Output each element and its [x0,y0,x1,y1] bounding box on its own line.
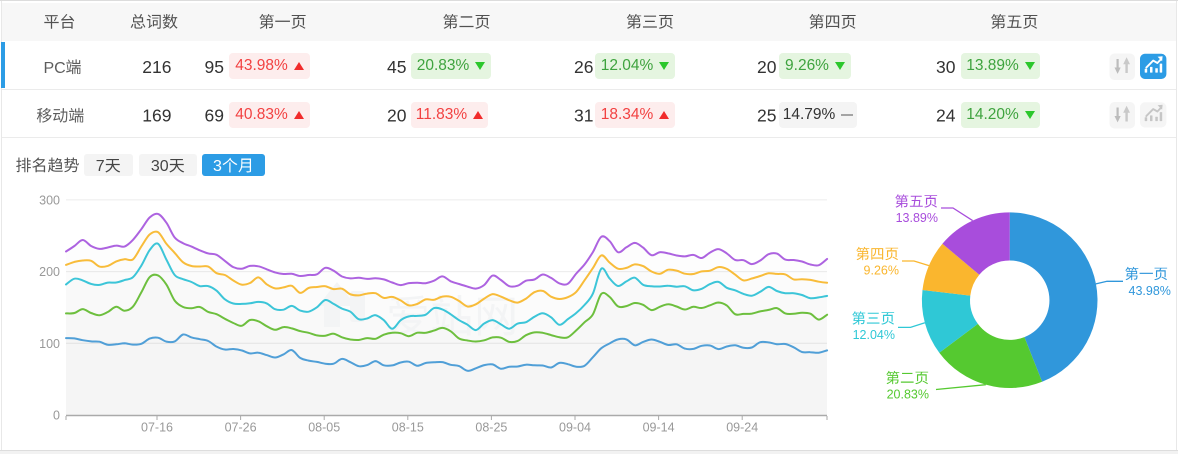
svg-text:20: 20 [387,106,407,126]
svg-text:13.89%: 13.89% [896,211,938,225]
svg-text:300: 300 [39,193,60,207]
svg-text:0: 0 [53,409,60,423]
svg-text:30: 30 [151,158,169,175]
svg-text:9.26%: 9.26% [864,264,899,278]
svg-text:07-26: 07-26 [225,421,257,435]
svg-text:08-25: 08-25 [475,421,507,435]
svg-text:20: 20 [757,57,777,77]
svg-text:09-24: 09-24 [726,421,758,435]
svg-text:08-15: 08-15 [392,421,424,435]
svg-text:100: 100 [39,337,60,351]
svg-text:31: 31 [574,106,593,126]
svg-text:216: 216 [142,57,171,77]
svg-text:43.98%: 43.98% [1129,284,1171,298]
svg-text:20.83%: 20.83% [887,388,929,402]
svg-text:30: 30 [936,57,956,77]
svg-text:08-05: 08-05 [308,421,340,435]
svg-text:200: 200 [39,265,60,279]
svg-text:12.04%: 12.04% [853,328,895,342]
svg-text:24: 24 [936,106,956,126]
svg-text:95: 95 [205,57,224,77]
svg-text:45: 45 [387,57,406,77]
svg-text:26: 26 [574,57,593,77]
svg-text:169: 169 [142,106,171,126]
svg-text:PC: PC [44,60,66,77]
svg-text:07-16: 07-16 [141,421,173,435]
svg-text:7: 7 [96,158,105,175]
svg-text:09-14: 09-14 [643,421,675,435]
svg-text:69: 69 [205,106,224,126]
svg-text:25: 25 [757,106,776,126]
svg-text:3: 3 [213,158,222,175]
svg-text:09-04: 09-04 [559,421,591,435]
